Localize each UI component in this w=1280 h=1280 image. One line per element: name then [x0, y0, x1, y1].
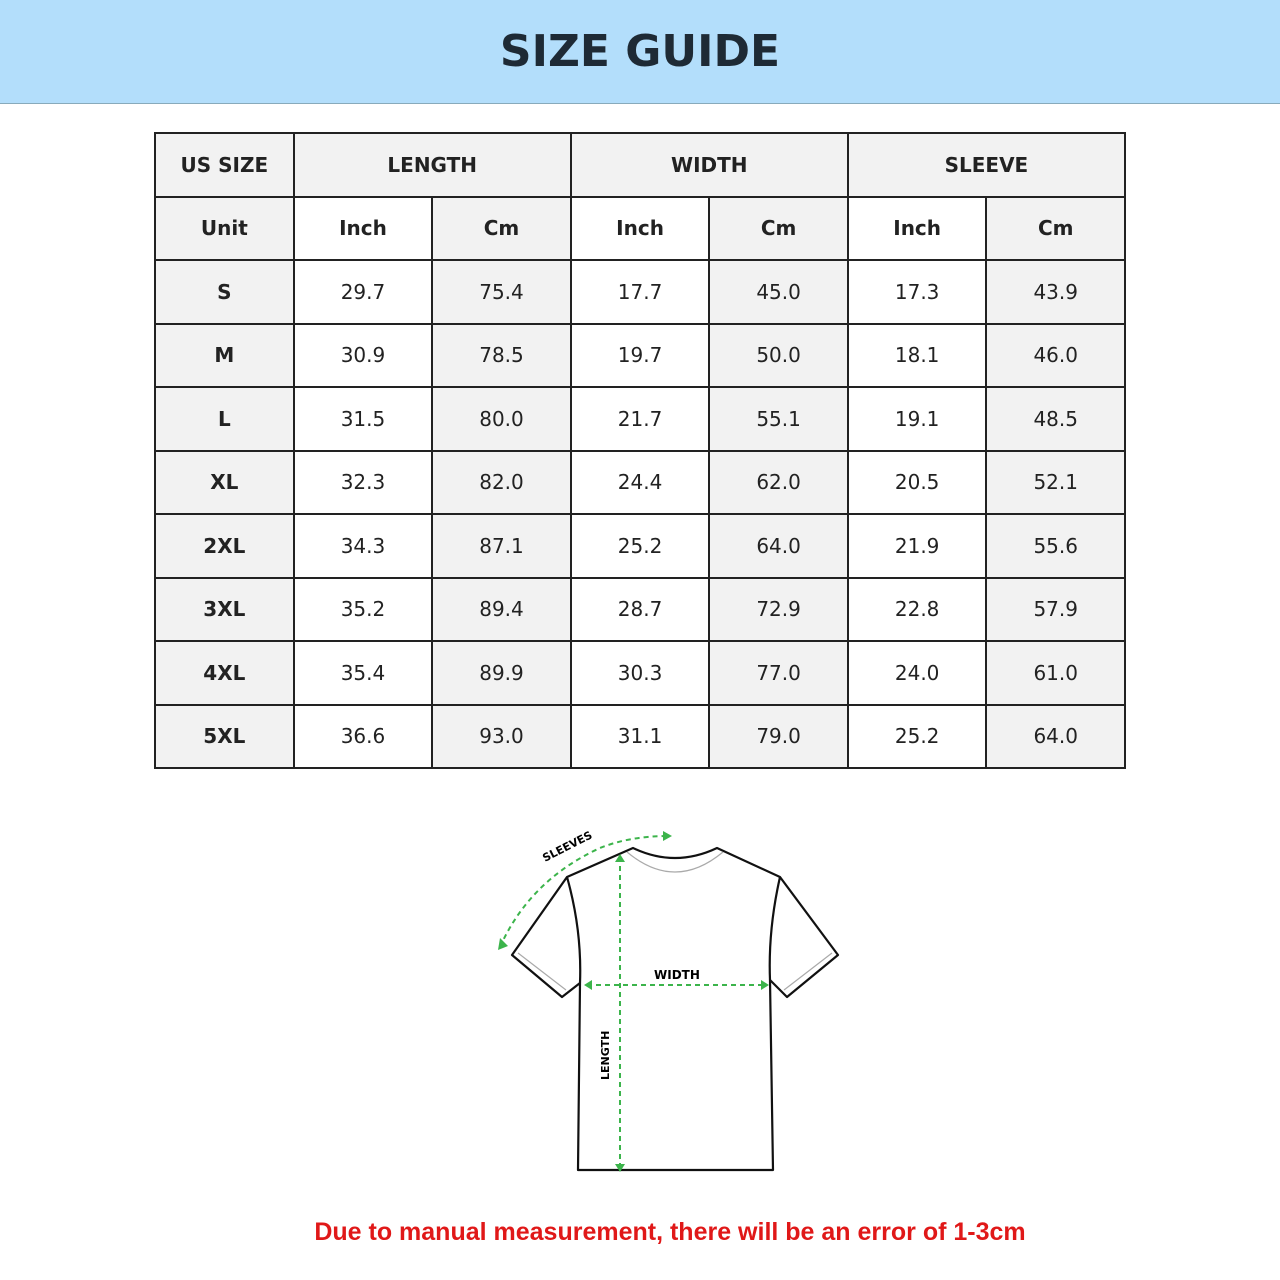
size-value: 52.1	[985, 449, 1126, 515]
size-value: 35.4	[292, 640, 434, 706]
table-row: M 30.9 78.5 19.7 50.0 18.1 46.0	[154, 322, 1126, 388]
size-value: 25.2	[569, 513, 711, 579]
size-label: 4XL	[154, 640, 295, 706]
size-value: 87.1	[431, 513, 572, 579]
size-value: 89.9	[431, 640, 572, 706]
page-title: SIZE GUIDE	[499, 26, 781, 77]
size-value: 19.7	[569, 322, 711, 388]
size-value: 77.0	[708, 640, 849, 706]
header-banner: SIZE GUIDE	[0, 0, 1280, 104]
size-value: 55.1	[708, 386, 849, 452]
size-value: 62.0	[708, 449, 849, 515]
size-value: 17.3	[846, 259, 988, 325]
size-value: 17.7	[569, 259, 711, 325]
size-value: 46.0	[985, 322, 1126, 388]
table-row: 4XL 35.4 89.9 30.3 77.0 24.0 61.0	[154, 640, 1126, 706]
size-value: 29.7	[292, 259, 434, 325]
tshirt-diagram: SLEEVES WIDTH LENGTH	[498, 829, 840, 1172]
size-label: 3XL	[154, 576, 295, 642]
size-value: 55.6	[985, 513, 1126, 579]
size-value: 18.1	[846, 322, 988, 388]
size-value: 93.0	[431, 703, 572, 769]
size-value: 75.4	[431, 259, 572, 325]
unit-header-row: Unit Inch Cm Inch Cm Inch Cm	[154, 195, 1126, 261]
size-value: 21.9	[846, 513, 988, 579]
group-header: LENGTH	[292, 132, 572, 198]
size-label: L	[154, 386, 295, 452]
size-value: 50.0	[708, 322, 849, 388]
size-label: M	[154, 322, 295, 388]
size-value: 20.5	[846, 449, 988, 515]
unit-header: Inch	[569, 195, 711, 261]
size-label: 5XL	[154, 703, 295, 769]
measure-arrows	[499, 835, 766, 1168]
group-header: WIDTH	[569, 132, 849, 198]
size-value: 43.9	[985, 259, 1126, 325]
unit-header: Cm	[985, 195, 1126, 261]
size-value: 30.3	[569, 640, 711, 706]
size-value: 79.0	[708, 703, 849, 769]
unit-header: Cm	[431, 195, 572, 261]
unit-header: Cm	[708, 195, 849, 261]
size-value: 82.0	[431, 449, 572, 515]
size-value: 19.1	[846, 386, 988, 452]
group-header-row: US SIZE LENGTH WIDTH SLEEVE	[154, 132, 1127, 198]
measurement-note: Due to manual measurement, there will be…	[314, 1218, 1026, 1246]
size-value: 72.9	[708, 576, 849, 642]
group-header: SLEEVE	[846, 132, 1127, 198]
size-value: 32.3	[292, 449, 434, 515]
size-value: 24.0	[846, 640, 988, 706]
size-value: 35.2	[292, 576, 434, 642]
sleeves-label: SLEEVES	[540, 829, 594, 865]
size-value: 22.8	[846, 576, 988, 642]
size-value: 36.6	[292, 703, 434, 769]
size-label: S	[154, 259, 295, 325]
size-value: 48.5	[985, 386, 1126, 452]
size-value: 78.5	[431, 322, 572, 388]
size-value: 34.3	[292, 513, 434, 579]
size-value: 64.0	[985, 703, 1126, 769]
size-label: XL	[154, 449, 295, 515]
group-header: US SIZE	[154, 132, 295, 198]
size-value: 57.9	[985, 576, 1126, 642]
table-row: 3XL 35.2 89.4 28.7 72.9 22.8 57.9	[154, 576, 1126, 642]
size-value: 80.0	[431, 386, 572, 452]
table-row: L 31.5 80.0 21.7 55.1 19.1 48.5	[154, 386, 1126, 452]
table-row: 5XL 36.6 93.0 31.1 79.0 25.2 64.0	[154, 703, 1126, 769]
size-table: US SIZE LENGTH WIDTH SLEEVE Unit Inch Cm Inch Cm…	[154, 132, 1127, 769]
unit-header: Inch	[846, 195, 988, 261]
size-value: 31.1	[569, 703, 711, 769]
length-label: LENGTH	[599, 1031, 612, 1080]
width-label: WIDTH	[654, 968, 700, 982]
tshirt-outline	[510, 846, 840, 1172]
size-value: 21.7	[569, 386, 711, 452]
unit-header: Inch	[292, 195, 434, 261]
size-value: 30.9	[292, 322, 434, 388]
size-value: 89.4	[431, 576, 572, 642]
table-row: XL 32.3 82.0 24.4 62.0 20.5 52.1	[154, 449, 1126, 515]
size-value: 61.0	[985, 640, 1126, 706]
size-label: 2XL	[154, 513, 295, 579]
unit-header: Unit	[154, 195, 295, 261]
size-value: 45.0	[708, 259, 849, 325]
size-value: 25.2	[846, 703, 988, 769]
size-value: 24.4	[569, 449, 711, 515]
table-row: 2XL 34.3 87.1 25.2 64.0 21.9 55.6	[154, 513, 1126, 579]
size-value: 28.7	[569, 576, 711, 642]
size-value: 64.0	[708, 513, 849, 579]
size-value: 31.5	[292, 386, 434, 452]
table-row: S 29.7 75.4 17.7 45.0 17.3 43.9	[154, 259, 1126, 325]
